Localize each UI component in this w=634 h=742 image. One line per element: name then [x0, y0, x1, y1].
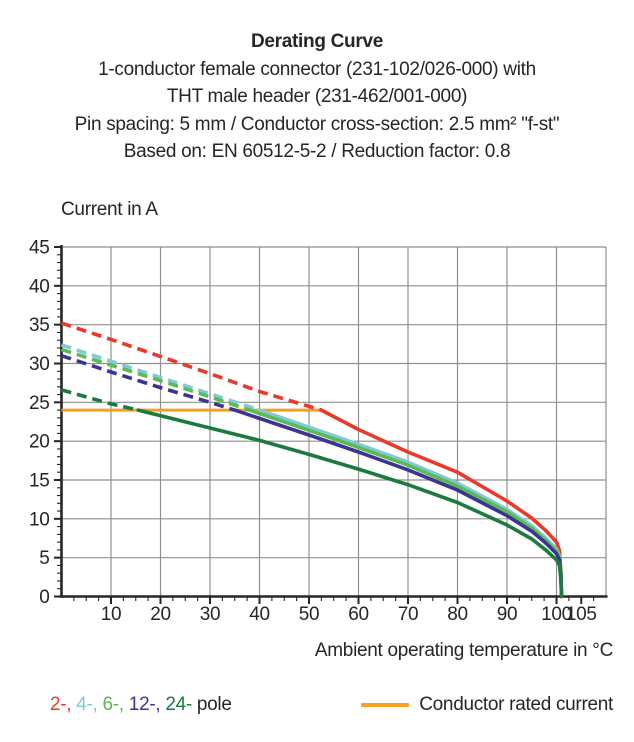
curve-24-pole-dashed: [61, 388, 139, 412]
curve-6-pole-solid: [247, 408, 564, 599]
x-tick-label-20: 20: [150, 604, 171, 625]
curve-6-pole-dashed: [60, 347, 251, 412]
x-tick-label-80: 80: [447, 604, 468, 625]
chart-subtitle-2: THT male header (231-462/001-000): [166, 86, 468, 107]
rated-current-swatch: [361, 703, 410, 707]
curve-2-pole-solid: [319, 408, 564, 599]
curve-2-pole-dashed: [60, 321, 322, 412]
x-tick-label-50: 50: [299, 604, 320, 625]
legend-pole-counts: 2-, 4-, 6-, 12-, 24- pole: [50, 694, 232, 716]
x-tick-label-10: 10: [101, 604, 122, 625]
legend-pole-24: 24-: [165, 694, 192, 715]
curve-24-pole-solid: [136, 408, 564, 599]
y-tick-label-15: 15: [29, 471, 50, 492]
y-tick-label-5: 5: [39, 548, 49, 569]
y-tick-label-35: 35: [29, 315, 50, 336]
y-tick-label-0: 0: [39, 587, 49, 608]
y-tick-label-30: 30: [29, 354, 50, 375]
legend-pole-suffix: pole: [191, 694, 232, 715]
curve-12-pole-dashed: [60, 353, 236, 412]
chart-subtitle-4: Based on: EN 60512-5-2 / Reduction facto…: [123, 141, 511, 162]
y-tick-label-40: 40: [29, 276, 50, 297]
x-tick-label-90: 90: [497, 604, 518, 625]
x-tick-label-60: 60: [348, 604, 369, 625]
legend-pole-6: 6-,: [102, 694, 129, 715]
rated-current-label: Conductor rated current: [419, 694, 613, 715]
x-tick-label-70: 70: [398, 604, 419, 625]
x-tick-label-30: 30: [200, 604, 221, 625]
curve-4-pole-solid: [257, 408, 564, 599]
y-tick-label-20: 20: [29, 432, 50, 453]
chart-subtitle-3: Pin spacing: 5 mm / Conductor cross-sect…: [74, 113, 560, 135]
y-tick-label-25: 25: [29, 393, 50, 414]
chart-title: Derating Curve: [250, 31, 383, 52]
x-tick-label-105: 105: [566, 604, 597, 625]
y-tick-label-10: 10: [29, 509, 50, 530]
x-tick-label-40: 40: [249, 604, 270, 625]
legend-pole-2: 2-,: [50, 694, 77, 715]
curve-4-pole-dashed: [60, 343, 261, 412]
y-axis-title: Current in A: [61, 199, 158, 220]
y-tick-label-45: 45: [29, 238, 50, 259]
x-tick-label-100: 100: [541, 604, 572, 625]
x-axis-title: Ambient operating temperature in °C: [314, 640, 613, 661]
chart-subtitle-1: 1-conductor female connector (231-102/02…: [98, 58, 536, 80]
legend-rated-current: Conductor rated current: [361, 694, 613, 716]
legend-pole-4: 4-,: [76, 694, 103, 715]
legend-pole-12: 12-,: [128, 694, 166, 715]
title-block: Derating Curve 1-conductor female connec…: [0, 28, 634, 166]
